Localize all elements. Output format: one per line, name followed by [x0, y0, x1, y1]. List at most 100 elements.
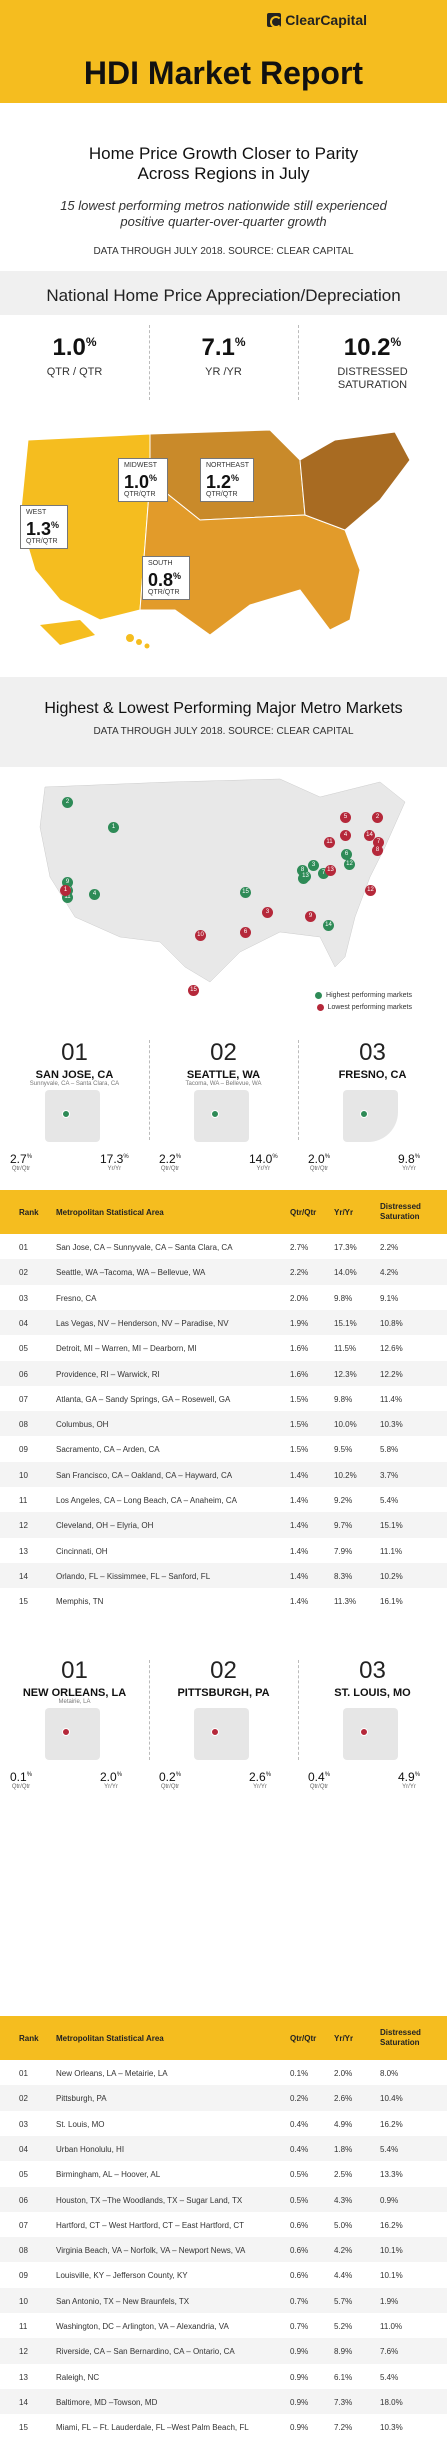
table-cell: 4.2% [380, 1268, 399, 1278]
table-cell: Washington, DC – Arlington, VA – Alexand… [56, 2322, 229, 2331]
table-row: 07 Hartford, CT – West Hartford, CT – Eas… [0, 2211, 447, 2239]
low-market-marker: 3 [262, 907, 273, 918]
table-cell: 1.6% [290, 1369, 309, 1379]
table-cell: 1.8% [334, 2144, 353, 2154]
table-cell: 10.0% [334, 1420, 357, 1430]
region-hawaii [136, 639, 142, 645]
high-market-marker: 6 [341, 849, 352, 860]
metro-card: 01 SAN JOSE, CA Sunnyvale, CA – Santa Cl… [0, 1039, 149, 1088]
high-market-marker: 12 [344, 859, 355, 870]
low-market-marker: 10 [195, 930, 206, 941]
table-cell: 5.4% [380, 1496, 399, 1505]
us-regional-map [19, 429, 411, 649]
table-cell: Atlanta, GA – Sandy Springs, GA – Rosewe… [56, 1394, 231, 1404]
table-cell: 09 [19, 1445, 28, 1455]
table-cell: 0.6% [290, 2271, 309, 2281]
high-market-marker: 2 [62, 797, 73, 808]
table-cell: St. Louis, MO [56, 2119, 105, 2129]
table-cell: Fresno, CA [56, 1293, 97, 1303]
stat-divider [149, 325, 150, 400]
report-title: HDI Market Report [83, 55, 364, 91]
table-cell: Pittsburgh, PA [56, 2094, 107, 2104]
metro-yr: 2.0% Yr/Yr [100, 1770, 123, 1790]
metro-rank: 02 [210, 1657, 237, 1684]
metro-qtr: 2.2% Qtr/Qtr [159, 1152, 182, 1172]
table-cell: Urban Honolulu, HI [56, 2144, 125, 2154]
table-cell: 02 [19, 2094, 28, 2104]
region-hawaii [144, 643, 150, 649]
table-cell: 8.0% [380, 2069, 399, 2078]
table-cell: 4.2% [334, 2246, 353, 2256]
table-cell: 14 [19, 1571, 28, 1581]
low-market-marker: 8 [372, 845, 383, 856]
table-cell: 0.4% [290, 2119, 309, 2129]
metro-divider [298, 1660, 299, 1760]
high-market-marker: 3 [308, 860, 319, 871]
table-cell: 03 [19, 1293, 28, 1303]
metro-yr: 2.6% Yr/Yr [249, 1770, 272, 1790]
metro-rank: 01 [61, 1657, 88, 1684]
table-cell: 10.1% [380, 2271, 403, 2281]
metro-name: PITTSBURGH, PA [177, 1687, 270, 1699]
table-cell: 06 [19, 2195, 28, 2205]
metro-location-dot [62, 1110, 70, 1118]
table-cell: 1.4% [290, 1496, 309, 1505]
table-cell: 12 [19, 2347, 28, 2357]
legend-high-dot [315, 992, 323, 999]
table-cell: Miami, FL – Ft. Lauderdale, FL –West Pal… [56, 2423, 249, 2433]
table-cell: 06 [19, 1369, 28, 1379]
table-cell: 18.0% [380, 2397, 403, 2407]
table-cell: 16.2% [380, 2220, 403, 2230]
table-cell: 13.3% [380, 2170, 403, 2180]
region-box-west: WEST 1.3% QTR/QTR [20, 505, 68, 549]
metro-name: SEATTLE, WA [186, 1069, 261, 1081]
table-cell: Sacramento, CA – Arden, CA [56, 1445, 160, 1455]
table-row: 01 San Jose, CA – Sunnyvale, CA – Santa C… [0, 1234, 447, 1261]
region-box-northeast: NORTHEAST 1.2% QTR/QTR [200, 458, 254, 502]
table-cell: 1.4% [290, 1546, 309, 1556]
table-row: 10 San Antonio, TX – New Braunfels, TX 0.7… [0, 2287, 447, 2315]
table-cell: 2.7% [290, 1243, 309, 1252]
table-cell: 2.2% [380, 1243, 399, 1252]
state-shape [45, 1708, 100, 1760]
table-cell: Orlando, FL – Kissimmee, FL – Sanford, F… [56, 1571, 211, 1581]
table-cell: San Antonio, TX – New Braunfels, TX [56, 2296, 190, 2306]
table-cell: 01 [19, 2069, 28, 2078]
table-cell: 1.4% [290, 1571, 309, 1581]
headline: Home Price Growth Closer to Parity Acros… [88, 144, 359, 183]
table-cell: 1.6% [290, 1344, 309, 1354]
table-cell: New Orleans, LA – Metairie, LA [56, 2069, 168, 2078]
metro-sub: Tacoma, WA – Bellevue, WA [185, 1081, 262, 1087]
low-market-marker: 5 [340, 812, 351, 823]
table-cell: 10 [19, 2296, 28, 2306]
table-row: 14 Orlando, FL – Kissimmee, FL – Sanford,… [0, 1562, 447, 1590]
table-cell: Cincinnati, OH [56, 1546, 108, 1556]
table-cell: 04 [19, 1318, 28, 1328]
table-row: 05 Detroit, MI – Warren, MI – Dearborn, M… [0, 1335, 447, 1363]
metro-qtr: 2.7% Qtr/Qtr [10, 1152, 33, 1172]
metro-card: 03 ST. LOUIS, MO [298, 1658, 447, 1700]
metro-source: DATA THROUGH JULY 2018. SOURCE: CLEAR CA… [93, 726, 354, 737]
table-cell: 04 [19, 2144, 28, 2154]
metro-location-dot [211, 1110, 219, 1118]
table-cell: 7.6% [380, 2347, 399, 2357]
metro-rank: 01 [61, 1039, 88, 1066]
table-cell: 13 [19, 1546, 28, 1556]
table-cell: Las Vegas, NV – Henderson, NV – Paradise… [56, 1318, 229, 1328]
table-cell: 5.7% [334, 2296, 353, 2306]
table-cell: 0.9% [380, 2195, 399, 2205]
high-market-marker: 4 [89, 889, 100, 900]
metro-qtr: 0.4% Qtr/Qtr [308, 1770, 331, 1790]
metro-yr: 17.3% Yr/Yr [100, 1152, 129, 1172]
table-cell: 0.2% [290, 2094, 309, 2104]
low-market-marker: 14 [364, 830, 375, 841]
table-cell: 11.1% [380, 1546, 403, 1556]
table-cell: 16.1% [380, 1597, 403, 1607]
stat-distressed: 10.2% DISTRESSED SATURATION [298, 320, 447, 405]
metro-location-dot [62, 1728, 70, 1736]
stat-divider [298, 325, 299, 400]
table-cell: San Jose, CA – Sunnyvale, CA – Santa Cla… [56, 1243, 233, 1252]
header-banner: ClearCapital HDI Market Report [0, 0, 447, 103]
table-cell: 0.9% [290, 2397, 309, 2407]
table-row: 11 Washington, DC – Arlington, VA – Alexa… [0, 2313, 447, 2340]
